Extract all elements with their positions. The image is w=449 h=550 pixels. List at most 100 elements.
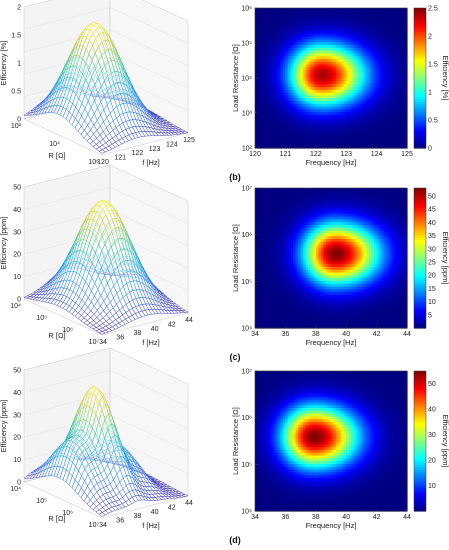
- heatmap-cell: [369, 50, 373, 54]
- heatmap-cell: [305, 47, 309, 51]
- heatmap-cell: [300, 64, 304, 68]
- heatmap-cell: [323, 86, 327, 90]
- heatmap-cell: [275, 27, 279, 31]
- heatmap-cell: [290, 117, 294, 121]
- heatmap-cell: [353, 64, 357, 68]
- heatmap-cell: [384, 30, 388, 34]
- heatmap-cell: [295, 44, 299, 48]
- heatmap-cell: [300, 117, 304, 121]
- heatmap-cell: [293, 114, 297, 118]
- heatmap-cell: [318, 47, 322, 51]
- heatmap-cell: [341, 22, 345, 26]
- heatmap-cell: [260, 10, 264, 15]
- heatmap-cell: [265, 55, 269, 59]
- heatmap-cell: [282, 94, 286, 99]
- heatmap-cell: [320, 55, 324, 59]
- heatmap-cell: [391, 61, 395, 65]
- heatmap-cell: [260, 134, 264, 138]
- heatmap-cell: [381, 136, 385, 141]
- heatmap-cell: [310, 69, 314, 73]
- heatmap-cell: [262, 142, 266, 146]
- heatmap-cell: [376, 30, 380, 34]
- heatmap-cell: [290, 41, 294, 45]
- heatmap-cell: [361, 139, 365, 143]
- heatmap-cell: [336, 114, 340, 118]
- heatmap-cell: [338, 128, 342, 132]
- heatmap-cell: [404, 128, 408, 132]
- heatmap-cell: [389, 100, 393, 104]
- heatmap-cell: [389, 55, 393, 59]
- heatmap-cell: [384, 19, 388, 23]
- heatmap-cell: [293, 58, 297, 62]
- heatmap-cell: [323, 24, 327, 29]
- colorbar-cell: [414, 106, 426, 109]
- heatmap-cell: [262, 83, 266, 87]
- heatmap-cell: [280, 66, 284, 71]
- heatmap-cell: [315, 44, 319, 48]
- heatmap-cell: [270, 120, 274, 124]
- heatmap-cell: [396, 10, 400, 15]
- heatmap-cell: [325, 10, 330, 15]
- heatmap-cell: [298, 139, 302, 143]
- heatmap-cell: [338, 111, 342, 115]
- heatmap-cell: [303, 38, 307, 43]
- heatmap-cell: [255, 78, 259, 82]
- heatmap-cell: [379, 58, 383, 62]
- heatmap-cell: [381, 13, 385, 17]
- heatmap-cell: [270, 66, 274, 71]
- heatmap-cell: [255, 114, 259, 118]
- heatmap-cell: [318, 83, 322, 87]
- heatmap-cell: [262, 27, 266, 31]
- heatmap-cell: [265, 97, 269, 101]
- colorbar-cell: [414, 22, 426, 25]
- heatmap-cell: [391, 111, 395, 115]
- heatmap-cell: [361, 44, 365, 48]
- heatmap-cell: [338, 10, 342, 15]
- heatmap-cell: [280, 136, 284, 141]
- heatmap-cell: [394, 44, 398, 48]
- heatmap-cell: [323, 27, 327, 31]
- heatmap-cell: [308, 125, 312, 129]
- heatmap-cell: [310, 16, 314, 20]
- colorbar-cell: [414, 8, 426, 11]
- heatmap-cell: [308, 103, 312, 107]
- heatmap-cell: [305, 36, 309, 40]
- heatmap-cell: [363, 94, 368, 99]
- heatmap-cell: [328, 94, 332, 99]
- heatmap-cell: [348, 145, 352, 149]
- heatmap-cell: [295, 16, 299, 20]
- heatmap-cell: [336, 16, 340, 20]
- heatmap-cell: [270, 142, 274, 146]
- heatmap-cell: [401, 72, 406, 76]
- heatmap-cell: [257, 10, 261, 15]
- heatmap-cell: [358, 52, 362, 57]
- heatmap-cell: [270, 128, 274, 132]
- heatmap-cell: [270, 58, 274, 62]
- heatmap-cell: [320, 89, 324, 93]
- heatmap-cell: [333, 117, 337, 121]
- heatmap-cell: [323, 47, 327, 51]
- heatmap-cell: [265, 16, 269, 20]
- heatmap-cell: [331, 66, 335, 71]
- heatmap-cell: [371, 94, 375, 99]
- heatmap-cell: [366, 64, 370, 68]
- heatmap-cell: [404, 103, 408, 107]
- heatmap-cell: [267, 92, 271, 96]
- heatmap-cell: [394, 111, 398, 115]
- heatmap-cell: [356, 86, 360, 90]
- heatmap-cell: [287, 136, 292, 141]
- heatmap-cell: [270, 89, 274, 93]
- heatmap-cell: [285, 83, 289, 87]
- heatmap-cell: [328, 106, 332, 110]
- heatmap-cell: [351, 27, 355, 31]
- heatmap-cell: [270, 52, 274, 57]
- heatmap-cell: [267, 36, 271, 40]
- heatmap-cell: [348, 136, 352, 141]
- heatmap-cell: [275, 19, 279, 23]
- heatmap-cell: [255, 50, 259, 54]
- heatmap-cell: [399, 80, 403, 85]
- heatmap-cell: [282, 19, 286, 23]
- heatmap-cell: [404, 64, 408, 68]
